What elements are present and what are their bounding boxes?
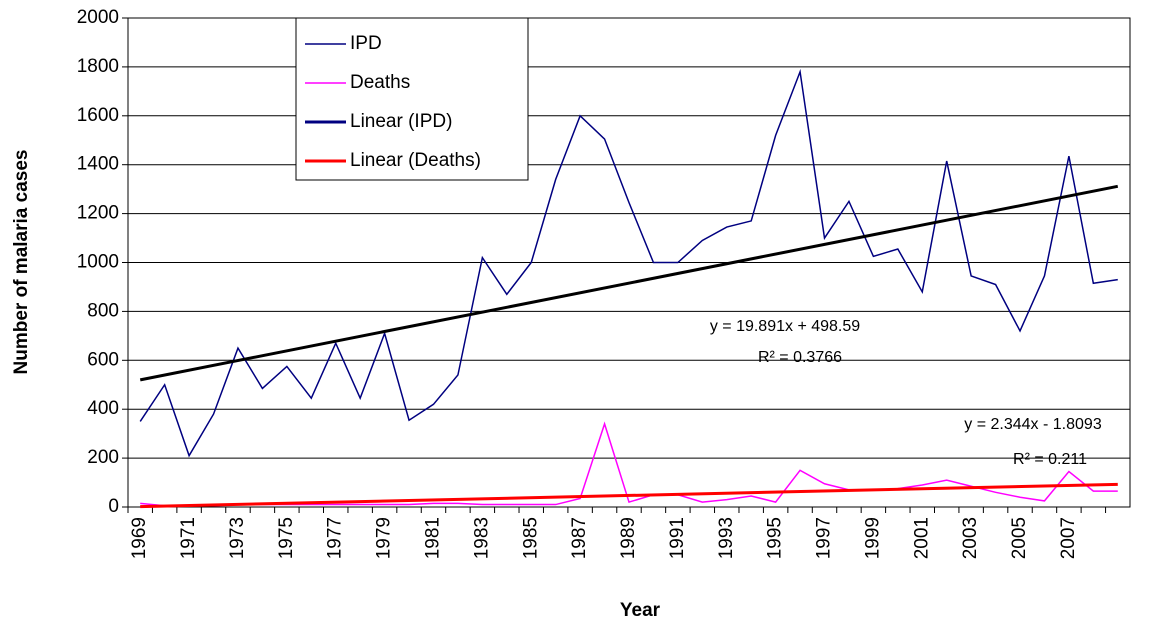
legend-label: IPD	[350, 33, 382, 54]
y-tick-label: 400	[87, 398, 119, 419]
x-tick-label: 1979	[374, 517, 395, 559]
x-tick-label: 1975	[276, 517, 297, 559]
x-tick-label: 1983	[471, 517, 492, 559]
x-tick-label: 1973	[227, 517, 248, 559]
x-tick-label: 1997	[814, 517, 835, 559]
y-tick-label: 200	[87, 447, 119, 468]
x-tick-label: 2007	[1058, 517, 1079, 559]
y-tick-label: 2000	[77, 7, 119, 28]
x-tick-label: 1969	[129, 517, 150, 559]
x-tick-label: 2001	[911, 517, 932, 559]
x-tick-label: 1989	[618, 517, 639, 559]
y-tick-label: 1000	[77, 252, 119, 273]
x-axis-title: Year	[620, 600, 661, 621]
x-tick-label: 1995	[765, 517, 786, 559]
y-tick-label: 0	[108, 496, 119, 517]
trend-r2: R² = 0.211	[1013, 451, 1087, 468]
x-tick-label: 1991	[667, 517, 688, 559]
y-tick-label: 1800	[77, 56, 119, 77]
x-tick-label: 1999	[862, 517, 883, 559]
y-tick-label: 800	[87, 300, 119, 321]
x-tick-label: 1993	[716, 517, 737, 559]
legend-label: Linear (Deaths)	[350, 150, 481, 171]
y-tick-label: 600	[87, 349, 119, 370]
plot-frame	[127, 17, 1131, 508]
data-line	[139, 68, 1118, 458]
legend-box	[295, 17, 529, 181]
legend: IPD Deaths Linear (IPD) Linear (Deaths)	[295, 17, 529, 181]
y-tick-label: 1400	[77, 154, 119, 175]
legend-label: Deaths	[350, 72, 410, 93]
x-tick-label: 1981	[423, 517, 444, 559]
data-line	[140, 421, 1118, 507]
y-tick-label: 1600	[77, 105, 119, 126]
y-axis-title: Number of malaria cases	[11, 150, 32, 375]
y-tick-label: 1200	[77, 203, 119, 224]
x-tick-label: 2003	[960, 517, 981, 559]
x-tick-label: 1977	[325, 517, 346, 559]
x-tick-label: 1985	[520, 517, 541, 559]
legend-label: Linear (IPD)	[350, 111, 452, 132]
trend-equation: y = 2.344x - 1.8093	[964, 416, 1102, 433]
x-tick-label: 1971	[178, 517, 199, 559]
x-tick-label: 1987	[569, 517, 590, 559]
trend-equation: y = 19.891x + 498.59	[710, 318, 860, 335]
trendline	[139, 184, 1119, 382]
trend-r2: R² = 0.3766	[758, 349, 842, 366]
x-tick-label: 2005	[1009, 517, 1030, 559]
trendline	[140, 482, 1118, 509]
